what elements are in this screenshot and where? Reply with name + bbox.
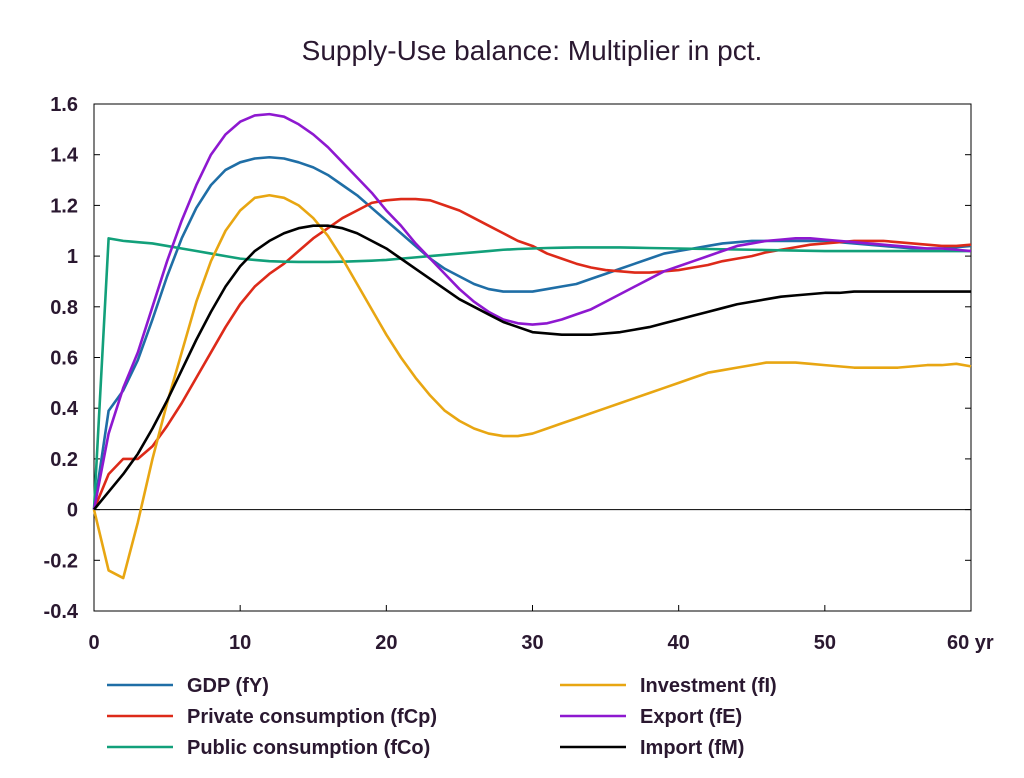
series-line-private-consumption-fcp [92, 197, 972, 511]
legend-label-public-consumption-fco: Public consumption (fCo) [187, 737, 430, 759]
legend-label-export-fe: Export (fE) [640, 706, 742, 728]
x-tick-label: 20 [375, 632, 397, 654]
series-line-public-consumption-fco [92, 237, 971, 510]
legend-label-investment-fi: Investment (fI) [640, 675, 777, 697]
y-tick-label: 0.8 [50, 297, 78, 319]
legend-label-gdp-fy: GDP (fY) [187, 675, 269, 697]
plot-area: -0.4 -0.2 0 0.2 0.4 0.6 0.8 1 1.2 1.4 1.6 0 10 20 30 40… [44, 94, 994, 654]
y-tick-label: -0.4 [44, 601, 79, 623]
x-tick-label: 10 [229, 632, 251, 654]
y-tick-label: 1.6 [50, 94, 78, 116]
legend: GDP (fY) Private consumption (fCp) Public … [107, 675, 777, 759]
y-tick-label: 0.2 [50, 449, 78, 471]
y-tick-label: 0.4 [50, 398, 79, 420]
y-tick-label: 0.6 [50, 348, 78, 370]
y-tick-label: 1 [67, 246, 78, 268]
series-line-export-fe [92, 112, 972, 510]
chart-title: Supply-Use balance: Multiplier in pct. [302, 35, 763, 66]
x-tick-label: 60 yr [947, 632, 994, 654]
x-tick-label: 50 [814, 632, 836, 654]
series-line-import-fm [92, 224, 971, 511]
y-tick-label: 1.2 [50, 195, 78, 217]
x-tick-label: 30 [521, 632, 543, 654]
series-line-investment-fi [92, 193, 972, 580]
x-tick-label: 40 [668, 632, 690, 654]
plot-frame [93, 103, 972, 612]
x-tick-label: 0 [88, 632, 99, 654]
y-tick-label: 1.4 [50, 145, 79, 167]
y-tick-label: -0.2 [44, 550, 78, 572]
legend-label-import-fm: Import (fM) [640, 737, 744, 759]
y-tick-label: 0 [67, 500, 78, 522]
legend-label-private-consumption-fcp: Private consumption (fCp) [187, 706, 437, 728]
